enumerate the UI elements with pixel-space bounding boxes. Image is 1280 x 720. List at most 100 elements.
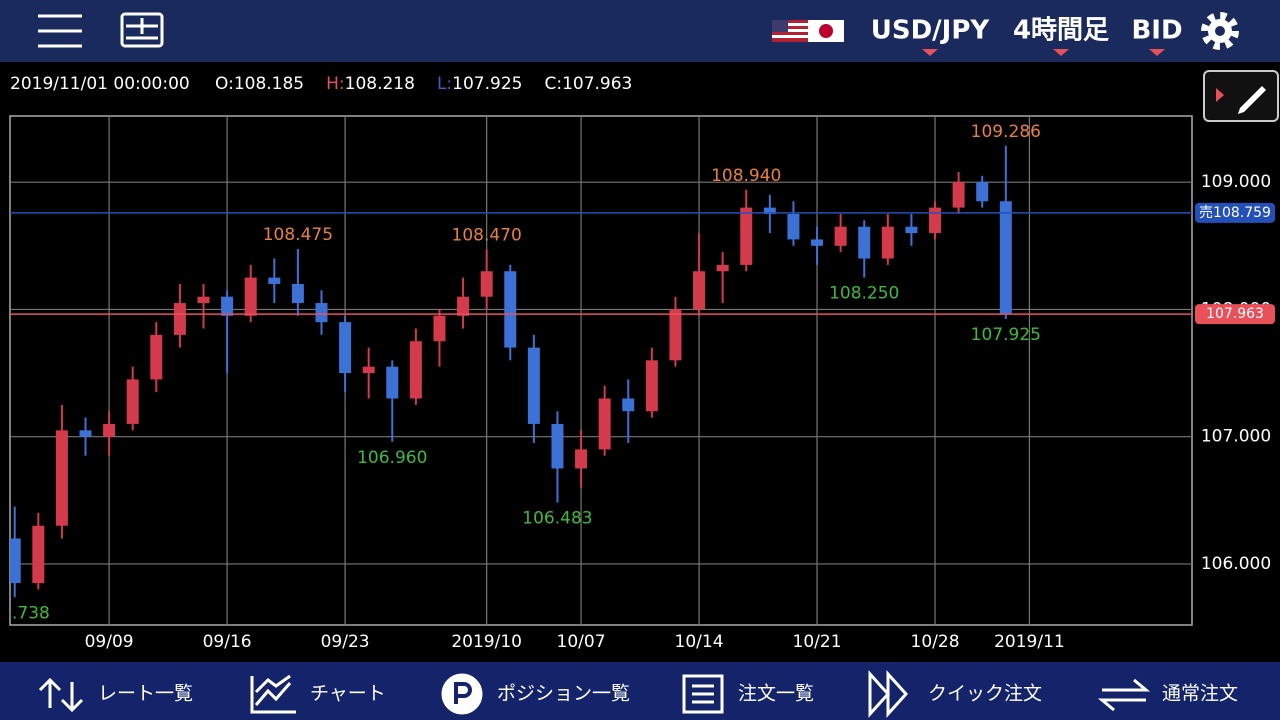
ohlc-value: 108.218	[345, 74, 415, 94]
chart: 108.475 108.470 108.940 109.286 105.738 106.9…	[0, 116, 1275, 652]
price-tag	[1195, 304, 1275, 325]
candle-body	[504, 271, 517, 348]
y-tick-label: 107.000	[1201, 427, 1271, 447]
x-tick-label: 09/16	[203, 632, 252, 652]
candle-body	[811, 239, 824, 246]
nav-item[interactable]: レート一覧	[98, 683, 193, 705]
x-tick-label: 10/21	[793, 632, 842, 652]
ohlc-key: C:	[544, 74, 562, 94]
candle-body	[433, 315, 446, 342]
candle-body	[55, 430, 68, 526]
candle-body	[103, 423, 116, 437]
side[interactable]: BID	[1131, 16, 1182, 46]
draw-button[interactable]	[1203, 70, 1279, 122]
candle-body	[551, 423, 564, 469]
price-tag-label: 107.963	[1206, 306, 1264, 322]
candle-body	[598, 398, 611, 450]
candle-body	[79, 430, 92, 437]
nav-labels: レート一覧 チャート ポジション一覧 注文一覧 クイック注文 通常注文	[98, 683, 1238, 705]
x-tick-label: 10/07	[557, 632, 606, 652]
ohlc-item: C:107.963	[544, 74, 632, 94]
candle-body	[268, 277, 281, 284]
extreme-label: 108.940	[711, 166, 781, 186]
plot-area	[9, 115, 1193, 626]
extreme-label: 107.925	[971, 325, 1041, 345]
ohlc-item: L:107.925	[437, 74, 523, 94]
candle-body	[834, 226, 847, 246]
candle-body	[881, 226, 894, 259]
nav-icons	[38, 670, 1151, 718]
candle-body	[32, 525, 45, 584]
candle-body	[787, 213, 800, 240]
x-tick-label: 10/28	[911, 632, 960, 652]
dropdown-arrows	[922, 49, 1165, 56]
x-tick-label: 2019/11	[994, 632, 1065, 652]
top-bar	[0, 0, 1280, 62]
candle-body	[740, 207, 753, 265]
candle-body	[999, 201, 1012, 315]
timeframe[interactable]: 4時間足	[1013, 16, 1109, 46]
ohlc-value: 108.185	[234, 74, 304, 94]
extreme-label: 106.483	[522, 508, 592, 528]
nav-item[interactable]: クイック注文	[928, 683, 1042, 705]
candle-body	[386, 366, 399, 399]
candle-body	[645, 360, 658, 412]
candle-body	[409, 341, 422, 399]
candle-body	[339, 322, 352, 374]
menu-icon[interactable]	[38, 14, 82, 48]
nav-item[interactable]: 注文一覧	[738, 683, 814, 705]
candle-body	[716, 264, 729, 272]
bottom-nav	[0, 662, 1280, 720]
candle-body	[858, 226, 871, 259]
candle-body	[669, 309, 682, 361]
candle-body	[291, 283, 304, 304]
candle-body	[976, 182, 989, 202]
flags	[772, 20, 844, 42]
extreme-label: 108.250	[829, 284, 899, 304]
candle-body	[150, 334, 163, 380]
candle-body	[10, 538, 21, 584]
candle-body	[527, 347, 540, 424]
ohlc-key: O:	[215, 74, 234, 94]
candle-body	[952, 182, 965, 208]
candle-body	[126, 379, 139, 424]
candle-body	[763, 207, 776, 214]
candle-body	[173, 303, 186, 335]
plot-layer: 108.475 108.470 108.940 109.286 105.738 106.9…	[0, 116, 1192, 625]
candle-body	[244, 277, 257, 316]
candle-body	[693, 271, 706, 310]
settings-icon[interactable]	[1201, 12, 1239, 50]
candle-body	[575, 449, 588, 469]
extreme-label: 108.470	[452, 226, 522, 246]
candle-body	[197, 296, 210, 304]
extreme-label: 105.738	[0, 603, 50, 623]
nav-item[interactable]: ポジション一覧	[497, 683, 630, 705]
nav-item[interactable]: 通常注文	[1162, 683, 1238, 705]
y-tick-label: 106.000	[1201, 554, 1271, 574]
x-tick-label: 09/09	[85, 632, 134, 652]
pair[interactable]: USD/JPY	[871, 16, 991, 46]
candle-body	[622, 398, 635, 412]
candle-body	[457, 296, 470, 316]
extreme-label: 109.286	[971, 122, 1041, 142]
datetime: 2019/11/01 00:00:00	[10, 74, 190, 94]
candle-body	[480, 271, 493, 297]
ohlc-value: 107.963	[562, 74, 632, 94]
layout-icon[interactable]	[120, 12, 164, 48]
y-tick-label: 109.000	[1201, 172, 1271, 192]
ohlc-item: O:108.185	[215, 74, 304, 94]
candle-body	[315, 303, 328, 323]
ohlc-item: H:108.218	[326, 74, 415, 94]
candle-body	[929, 207, 942, 234]
candle-body	[221, 296, 234, 316]
candle-body	[362, 366, 375, 374]
extreme-label: 106.960	[357, 448, 427, 468]
extreme-label: 108.475	[263, 225, 333, 245]
ohlc-key: H:	[326, 74, 345, 94]
price-tag	[1195, 202, 1275, 223]
nav-item[interactable]: チャート	[310, 683, 386, 705]
ohlc-key: L:	[437, 74, 452, 94]
x-tick-label: 10/14	[675, 632, 724, 652]
ohlc-value: 107.925	[452, 74, 522, 94]
